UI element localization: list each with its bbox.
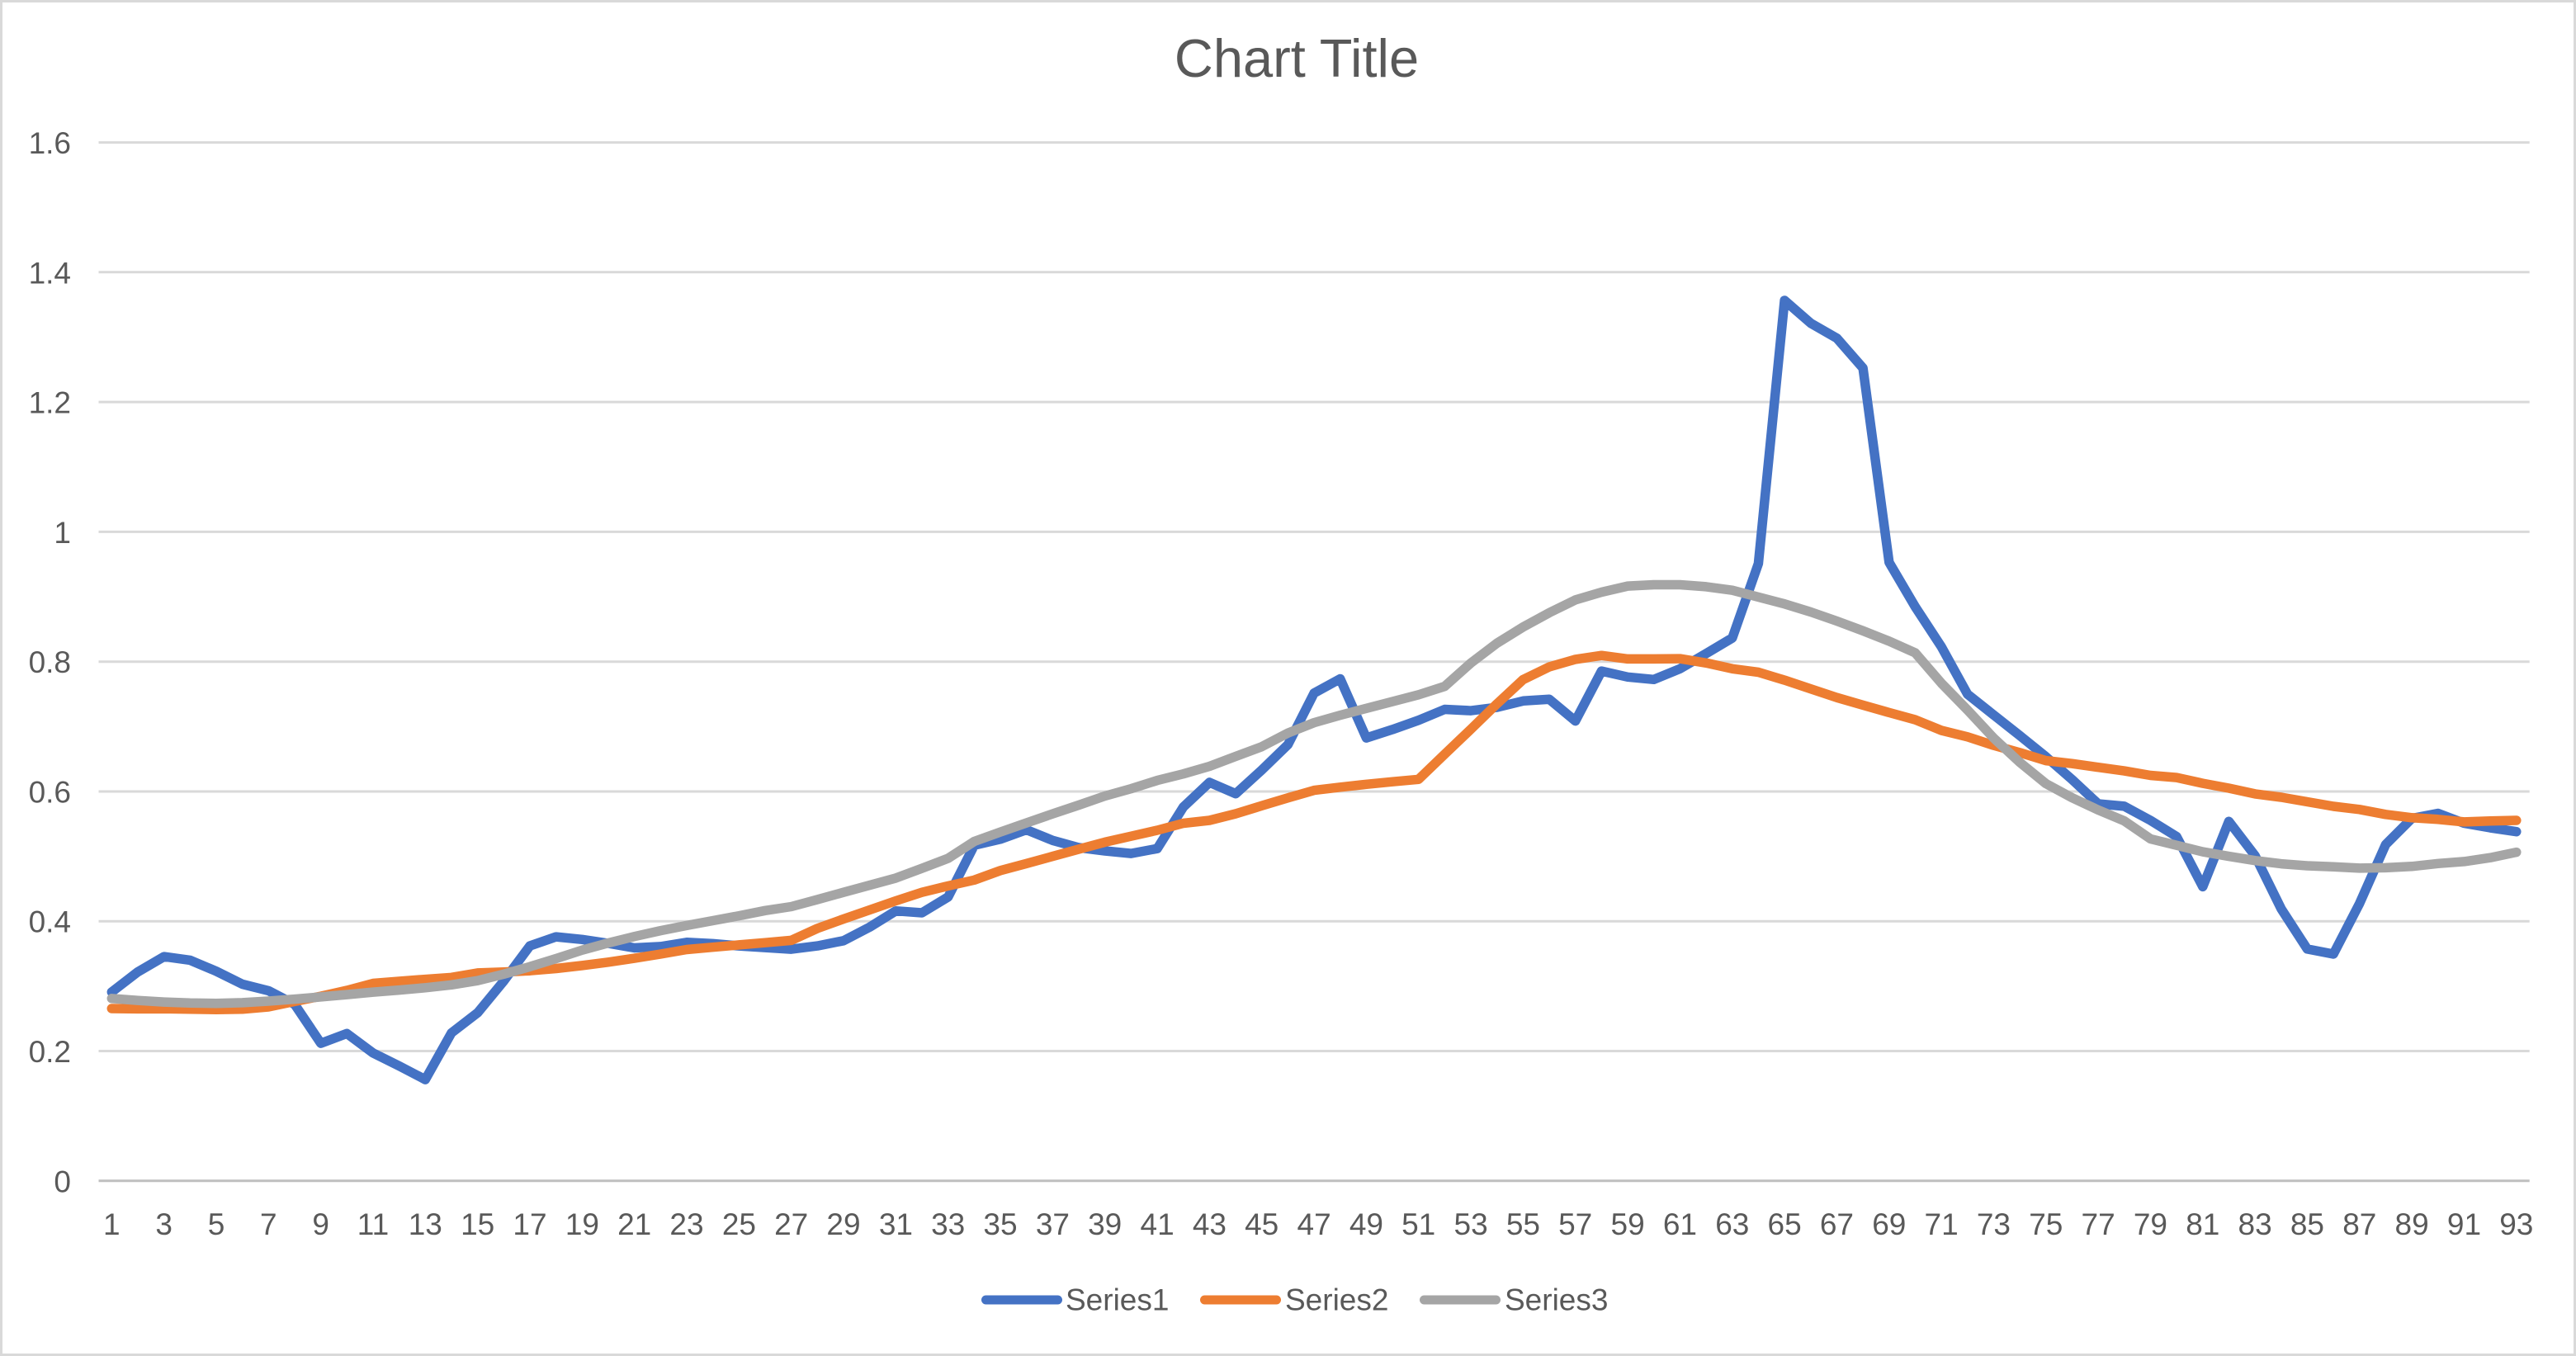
svg-text:73: 73	[1977, 1207, 2011, 1241]
svg-text:27: 27	[774, 1207, 808, 1241]
svg-text:75: 75	[2029, 1207, 2063, 1241]
svg-text:1.6: 1.6	[29, 126, 71, 160]
svg-text:1: 1	[103, 1207, 121, 1241]
svg-text:17: 17	[513, 1207, 546, 1241]
svg-text:21: 21	[617, 1207, 651, 1241]
svg-text:31: 31	[879, 1207, 913, 1241]
svg-text:69: 69	[1872, 1207, 1906, 1241]
svg-text:0.6: 0.6	[29, 776, 71, 810]
svg-text:15: 15	[461, 1207, 494, 1241]
svg-text:55: 55	[1506, 1207, 1540, 1241]
svg-text:53: 53	[1454, 1207, 1488, 1241]
svg-text:91: 91	[2447, 1207, 2481, 1241]
svg-text:Series3: Series3	[1505, 1283, 1608, 1317]
svg-text:85: 85	[2290, 1207, 2324, 1241]
svg-text:43: 43	[1193, 1207, 1227, 1241]
svg-text:33: 33	[931, 1207, 965, 1241]
svg-text:41: 41	[1141, 1207, 1175, 1241]
svg-text:39: 39	[1088, 1207, 1122, 1241]
svg-text:0: 0	[54, 1165, 71, 1198]
svg-text:83: 83	[2238, 1207, 2272, 1241]
svg-text:87: 87	[2342, 1207, 2376, 1241]
svg-text:Series1: Series1	[1066, 1283, 1169, 1317]
svg-text:77: 77	[2082, 1207, 2115, 1241]
svg-text:35: 35	[983, 1207, 1017, 1241]
svg-text:45: 45	[1245, 1207, 1279, 1241]
svg-text:11: 11	[357, 1207, 389, 1241]
svg-text:51: 51	[1401, 1207, 1435, 1241]
svg-text:57: 57	[1558, 1207, 1592, 1241]
svg-text:47: 47	[1297, 1207, 1331, 1241]
svg-text:1: 1	[54, 516, 71, 550]
svg-text:0.8: 0.8	[29, 645, 71, 679]
svg-text:19: 19	[565, 1207, 599, 1241]
svg-text:61: 61	[1663, 1207, 1697, 1241]
svg-text:37: 37	[1036, 1207, 1070, 1241]
svg-text:25: 25	[722, 1207, 756, 1241]
svg-text:Chart Title: Chart Title	[1175, 28, 1419, 88]
svg-text:7: 7	[260, 1207, 277, 1241]
svg-text:0.4: 0.4	[29, 905, 71, 939]
svg-text:81: 81	[2186, 1207, 2219, 1241]
svg-text:23: 23	[669, 1207, 703, 1241]
svg-text:Series2: Series2	[1285, 1283, 1388, 1317]
svg-text:63: 63	[1715, 1207, 1749, 1241]
svg-text:0.2: 0.2	[29, 1035, 71, 1069]
svg-text:67: 67	[1820, 1207, 1854, 1241]
svg-text:93: 93	[2499, 1207, 2533, 1241]
svg-text:79: 79	[2134, 1207, 2167, 1241]
svg-text:71: 71	[1925, 1207, 1959, 1241]
svg-text:1.2: 1.2	[29, 386, 71, 420]
svg-text:65: 65	[1768, 1207, 1802, 1241]
svg-text:9: 9	[312, 1207, 329, 1241]
svg-text:29: 29	[826, 1207, 860, 1241]
svg-text:89: 89	[2395, 1207, 2429, 1241]
svg-text:5: 5	[208, 1207, 225, 1241]
svg-text:49: 49	[1349, 1207, 1383, 1241]
svg-text:13: 13	[409, 1207, 442, 1241]
svg-text:3: 3	[155, 1207, 173, 1241]
svg-text:59: 59	[1611, 1207, 1645, 1241]
svg-text:1.4: 1.4	[29, 256, 71, 290]
